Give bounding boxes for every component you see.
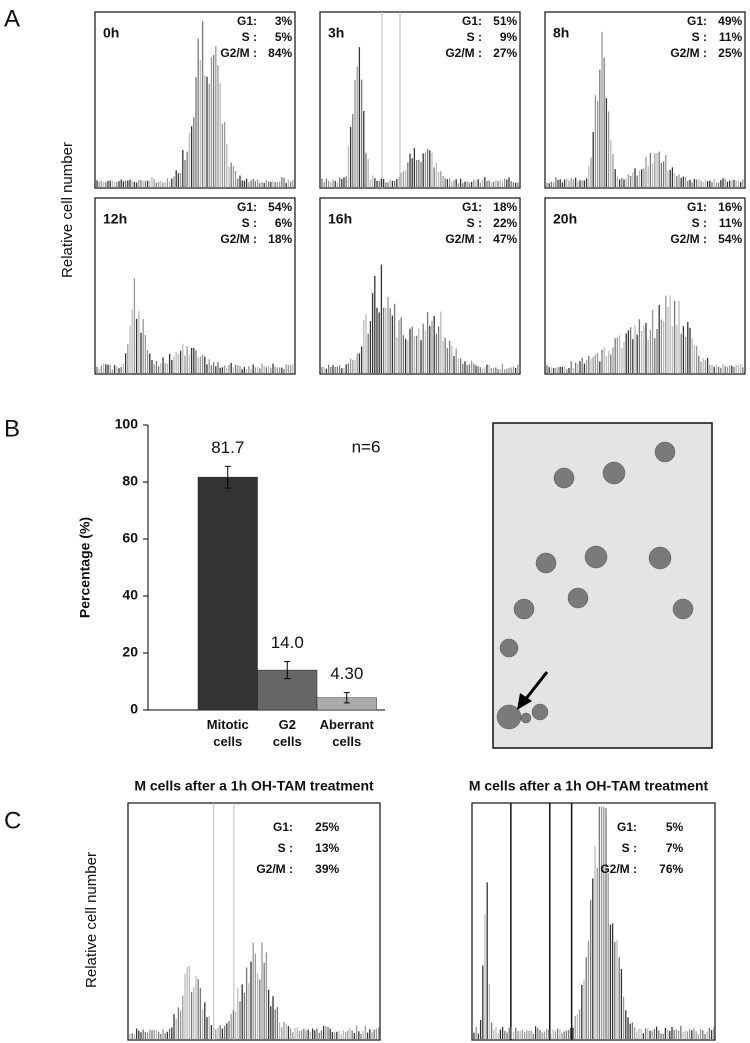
histogram: [471, 802, 716, 1041]
time-label: 16h: [328, 211, 352, 227]
y-tick-label: 100: [115, 416, 139, 432]
stat-label: S :: [467, 216, 482, 230]
histogram: [94, 11, 296, 189]
stat-label: G2/M :: [256, 862, 293, 876]
stat-label: G1:: [273, 820, 293, 834]
stat-label: G2/M :: [600, 862, 637, 876]
time-label: 0h: [103, 25, 119, 41]
stat-value: 25%: [718, 46, 742, 60]
panel-label: A: [4, 5, 20, 32]
stat-label: G1:: [237, 14, 257, 28]
plot-title: M cells after a 1h OH-TAM treatment: [134, 778, 374, 794]
stat-label: G2/M :: [445, 232, 482, 246]
stat-value: 39%: [315, 862, 339, 876]
stat-label: G2/M :: [670, 232, 707, 246]
stat-value: 13%: [315, 841, 339, 855]
histogram: [127, 802, 381, 1041]
histogram: [319, 197, 521, 375]
time-label: 3h: [328, 25, 344, 41]
stat-value: 7%: [666, 841, 684, 855]
stat-value: 11%: [719, 30, 743, 44]
stat-label: S :: [242, 30, 257, 44]
y-tick-label: 20: [122, 644, 138, 660]
stat-label: S :: [467, 30, 482, 44]
y-tick-label: 60: [122, 530, 138, 546]
panel-label: B: [4, 415, 20, 442]
x-tick-label: Aberrant cells: [320, 717, 375, 749]
stat-label: G1:: [237, 200, 257, 214]
value-label: 14.0: [271, 633, 304, 652]
y-label: Relative cell number: [59, 142, 76, 278]
stat-label: S :: [242, 216, 257, 230]
micrograph: [492, 422, 713, 749]
stat-value: 11%: [719, 216, 743, 230]
stat-value: 27%: [493, 46, 517, 60]
stat-value: 54%: [718, 232, 742, 246]
error-bar: [284, 661, 291, 680]
plot-frame: [544, 11, 746, 189]
y-label: Relative cell number: [83, 852, 100, 988]
stat-label: G2/M :: [220, 46, 257, 60]
stat-value: 22%: [493, 216, 517, 230]
time-label: 20h: [553, 211, 577, 227]
x-tick-label: Mitotic cells: [207, 717, 249, 749]
stat-label: G1:: [462, 14, 482, 28]
stat-label: S :: [622, 841, 637, 855]
stat-value: 5%: [666, 820, 684, 834]
error-bar: [343, 692, 350, 704]
stat-value: 5%: [275, 30, 293, 44]
stat-value: 16%: [718, 200, 742, 214]
stat-label: G2/M :: [445, 46, 482, 60]
stat-label: G1:: [462, 200, 482, 214]
stat-value: 47%: [493, 232, 517, 246]
stat-label: S :: [692, 216, 707, 230]
stat-value: 6%: [275, 216, 293, 230]
error-bar: [224, 465, 231, 489]
stat-value: 18%: [268, 232, 292, 246]
stat-label: G1:: [687, 14, 707, 28]
stat-value: 25%: [315, 820, 339, 834]
stat-value: 9%: [500, 30, 518, 44]
histogram: [319, 11, 521, 189]
plot-frame: [127, 802, 381, 1041]
stat-value: 3%: [275, 14, 293, 28]
stat-label: S :: [278, 841, 293, 855]
histogram: [544, 11, 746, 189]
x-tick-label: G2 cells: [273, 717, 302, 749]
y-label: Percentage (%): [77, 517, 93, 618]
stat-value: 49%: [718, 14, 742, 28]
histogram: [94, 197, 296, 375]
histogram: [544, 197, 746, 375]
stat-label: S :: [692, 30, 707, 44]
y-tick-label: 40: [122, 587, 138, 603]
time-label: 8h: [553, 25, 569, 41]
bar: [197, 476, 258, 711]
y-tick-label: 80: [122, 473, 138, 489]
value-label: 4.30: [330, 664, 363, 683]
plot-frame: [94, 11, 296, 189]
stat-value: 18%: [493, 200, 517, 214]
value-label: 81.7: [211, 438, 244, 457]
plot-title: M cells after a 1h OH-TAM treatment: [469, 778, 709, 794]
time-label: 12h: [103, 211, 127, 227]
annotation: n=6: [352, 437, 381, 456]
plot-frame: [471, 802, 716, 1041]
plot-frame: [319, 197, 521, 375]
stat-label: G2/M :: [220, 232, 257, 246]
plot-frame: [544, 197, 746, 375]
stat-label: G2/M :: [670, 46, 707, 60]
panel-label: C: [4, 807, 21, 834]
stat-value: 54%: [268, 200, 292, 214]
stat-value: 51%: [493, 14, 517, 28]
stat-value: 76%: [659, 862, 683, 876]
stat-value: 84%: [268, 46, 292, 60]
stat-label: G1:: [617, 820, 637, 834]
y-tick-label: 0: [130, 701, 138, 717]
stat-label: G1:: [687, 200, 707, 214]
